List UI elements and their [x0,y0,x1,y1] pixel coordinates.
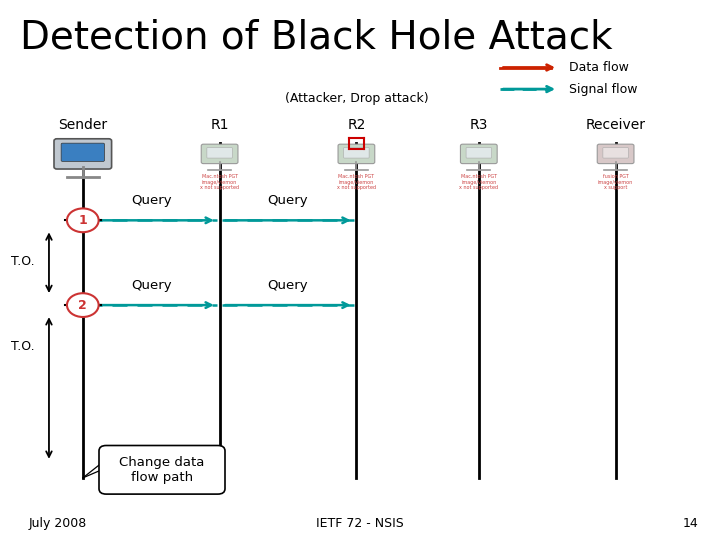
Text: Query: Query [268,279,308,292]
FancyBboxPatch shape [603,147,629,158]
Text: R3: R3 [469,118,488,132]
Text: Mac.ntosh PGT
image/viemon
x not supported: Mac.ntosh PGT image/viemon x not support… [459,174,498,191]
Text: Receiver: Receiver [585,118,646,132]
FancyBboxPatch shape [466,147,492,158]
FancyBboxPatch shape [201,144,238,164]
Text: Sender: Sender [58,118,107,132]
Text: Signal flow: Signal flow [569,83,637,96]
Text: July 2008: July 2008 [29,517,87,530]
FancyBboxPatch shape [338,144,374,164]
Text: T.O.: T.O. [11,255,35,268]
Text: 2: 2 [78,299,87,312]
Text: Query: Query [132,279,172,292]
Text: Detection of Black Hole Attack: Detection of Black Hole Attack [20,19,613,57]
Text: Query: Query [132,194,172,207]
Text: IETF 72 - NSIS: IETF 72 - NSIS [316,517,404,530]
Text: Mac.ntosh PGT
image/viemon
x not supported: Mac.ntosh PGT image/viemon x not support… [337,174,376,191]
Text: 14: 14 [683,517,698,530]
FancyBboxPatch shape [598,144,634,164]
Text: R2: R2 [347,118,366,132]
FancyBboxPatch shape [343,147,369,158]
FancyBboxPatch shape [61,143,104,161]
FancyBboxPatch shape [461,144,498,164]
Text: R1: R1 [210,118,229,132]
Text: 1: 1 [78,214,87,227]
Text: T.O.: T.O. [11,340,35,353]
Text: Query: Query [268,194,308,207]
FancyBboxPatch shape [99,446,225,494]
FancyBboxPatch shape [54,139,112,169]
Text: (Attacker, Drop attack): (Attacker, Drop attack) [284,92,428,105]
Text: Data flow: Data flow [569,61,629,74]
Circle shape [67,208,99,232]
Text: Mac.ntosh PGT
image/viemon
x not supported: Mac.ntosh PGT image/viemon x not support… [200,174,239,191]
Text: Change data
flow path: Change data flow path [120,456,204,484]
Circle shape [67,293,99,317]
Text: fusion PGT
image/viemon
x support: fusion PGT image/viemon x support [598,174,633,191]
FancyBboxPatch shape [207,147,233,158]
